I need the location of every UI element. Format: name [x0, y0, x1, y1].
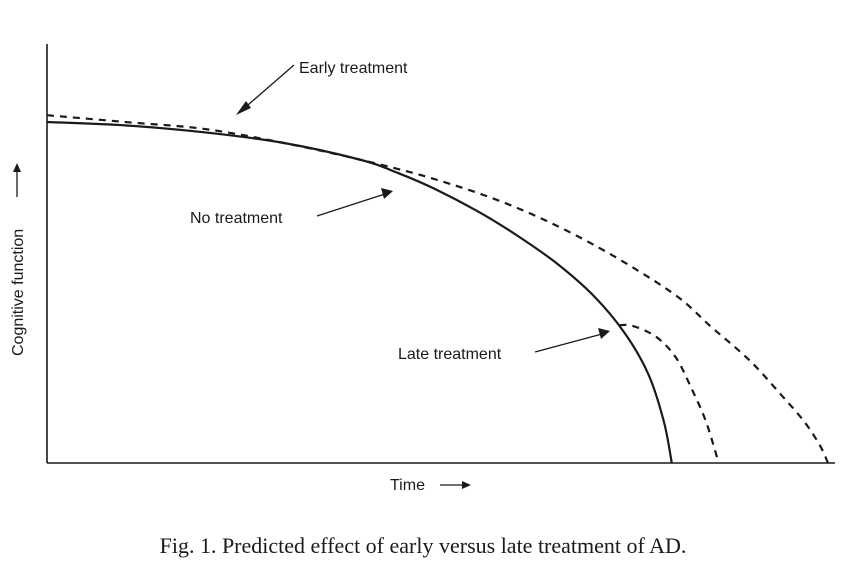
- series-layer: [46, 114, 830, 464]
- figure-caption: Fig. 1. Predicted effect of early versus…: [159, 533, 687, 558]
- x-axis-label-group: Time: [390, 477, 471, 494]
- y-axis-label: Cognitive function: [10, 229, 27, 356]
- annotation-none-label: No treatment: [190, 210, 283, 227]
- annotation-early-pointer: [236, 64, 295, 115]
- series-line-early-treatment: [46, 114, 830, 464]
- annotation-late-label: Late treatment: [398, 346, 502, 363]
- annotation-none-pointer: [316, 188, 393, 217]
- series-line-no-treatment: [46, 120, 673, 464]
- plot-area: Early treatment No treatment Late treatm…: [10, 44, 835, 494]
- annotation-late-pointer: [534, 328, 610, 353]
- y-axis-label-group: Cognitive function: [10, 163, 27, 356]
- series-line-late-treatment: [619, 323, 720, 464]
- x-axis-label: Time: [390, 477, 425, 494]
- annotation-early-label: Early treatment: [299, 60, 408, 77]
